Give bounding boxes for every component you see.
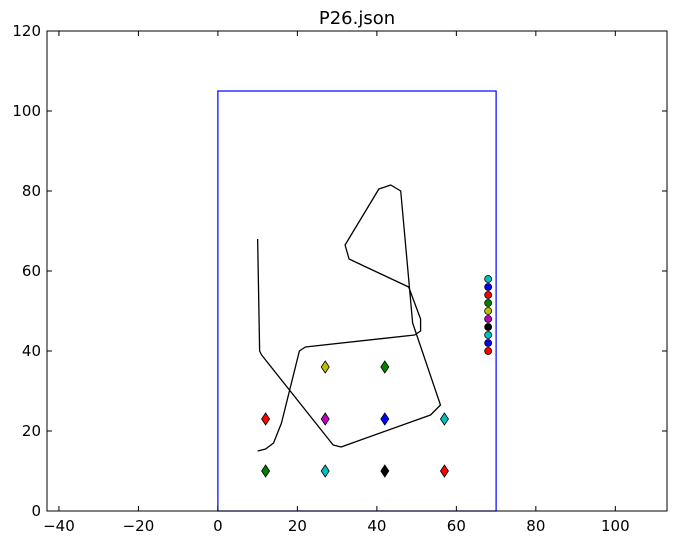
circle-marker bbox=[484, 299, 493, 307]
circle-marker bbox=[484, 347, 493, 355]
y-tick-label: 40 bbox=[22, 342, 41, 360]
trajectory-path bbox=[256, 184, 442, 452]
y-tick-label: 0 bbox=[31, 502, 41, 520]
circle-marker bbox=[484, 283, 493, 291]
x-tick-label: −40 bbox=[43, 517, 75, 535]
diamond-marker bbox=[439, 464, 449, 478]
x-tick-label: 80 bbox=[526, 517, 545, 535]
circle-marker bbox=[484, 315, 493, 323]
x-tick-label: −20 bbox=[123, 517, 155, 535]
x-tick-label: 40 bbox=[367, 517, 386, 535]
circle-marker bbox=[484, 307, 493, 315]
axis-ticks: −40 −20 0 20 40 60 80 100 0 20 40 60 80 100 120 bbox=[12, 22, 667, 535]
plot-area bbox=[217, 90, 497, 512]
diamond-marker bbox=[380, 464, 390, 478]
y-tick-label: 60 bbox=[22, 262, 41, 280]
circle-marker bbox=[484, 339, 493, 347]
field-rectangle bbox=[217, 90, 497, 512]
circle-marker bbox=[484, 331, 493, 339]
chart-title: P26.json bbox=[319, 8, 395, 29]
x-tick-label: 20 bbox=[288, 517, 307, 535]
circle-marker bbox=[484, 275, 493, 283]
diamond-marker bbox=[320, 412, 330, 426]
diamond-marker bbox=[380, 412, 390, 426]
y-tick-label: 100 bbox=[12, 102, 41, 120]
y-tick-label: 120 bbox=[12, 22, 41, 40]
x-tick-label: 60 bbox=[447, 517, 466, 535]
y-tick-label: 80 bbox=[22, 182, 41, 200]
circle-marker bbox=[484, 323, 493, 331]
x-tick-label: 0 bbox=[213, 517, 223, 535]
x-tick-label: 100 bbox=[601, 517, 630, 535]
diamond-marker bbox=[320, 360, 330, 374]
circle-marker bbox=[484, 291, 493, 299]
diamond-marker bbox=[439, 412, 449, 426]
plot-frame bbox=[46, 30, 668, 512]
diamond-marker bbox=[320, 464, 330, 478]
diamond-marker bbox=[261, 412, 271, 426]
diamond-marker bbox=[380, 360, 390, 374]
diamond-marker bbox=[261, 464, 271, 478]
y-tick-label: 20 bbox=[22, 422, 41, 440]
